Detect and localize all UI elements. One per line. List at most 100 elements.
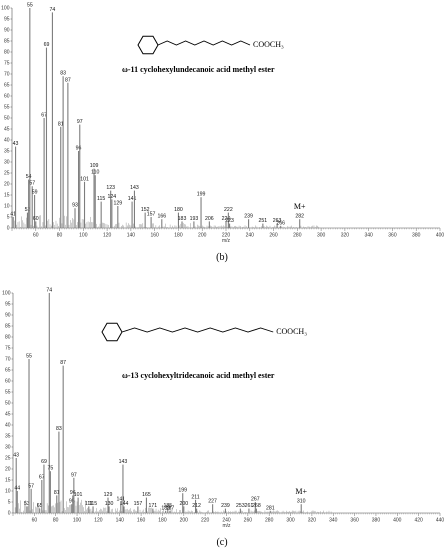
peak-label: 109 bbox=[90, 163, 99, 169]
y-tick-label: 15 bbox=[5, 478, 11, 484]
x-tick-label: 300 bbox=[317, 233, 326, 239]
y-tick-label: 20 bbox=[4, 182, 10, 188]
peak-label: 97 bbox=[71, 472, 77, 478]
peak-label: 57 bbox=[29, 181, 35, 187]
peak-label: 60 bbox=[33, 216, 39, 222]
peak-label: 183 bbox=[161, 505, 170, 511]
x-tick-label: 140 bbox=[127, 233, 136, 239]
y-tick-label: 5 bbox=[8, 500, 11, 506]
x-tick-label: 200 bbox=[180, 518, 189, 524]
peak-label: 95 bbox=[69, 499, 75, 505]
peak-label: 263 bbox=[273, 218, 282, 224]
peak-label: 43 bbox=[13, 453, 19, 459]
x-tick-label: 220 bbox=[222, 233, 231, 239]
y-tick-label: 75 bbox=[5, 346, 11, 352]
x-tick-label: 400 bbox=[436, 233, 444, 239]
peak-label: 124 bbox=[108, 194, 117, 200]
x-tick-label: 400 bbox=[393, 518, 402, 524]
peak-label: 251 bbox=[259, 218, 268, 224]
y-tick-label: 40 bbox=[4, 138, 10, 144]
y-tick-label: 30 bbox=[4, 160, 10, 166]
y-tick-label: 80 bbox=[4, 50, 10, 56]
peak-label: 211 bbox=[191, 494, 199, 500]
peak-label: 199 bbox=[197, 192, 206, 198]
y-tick-label: 85 bbox=[5, 324, 11, 330]
x-tick-label: 220 bbox=[201, 518, 210, 524]
x-tick-label: 360 bbox=[388, 233, 397, 239]
peak-label: 200 bbox=[179, 501, 188, 507]
peak-label: 44 bbox=[14, 486, 20, 492]
x-tick-label: 300 bbox=[286, 518, 295, 524]
y-tick-label: 55 bbox=[4, 105, 10, 111]
y-tick-label: 90 bbox=[4, 28, 10, 34]
y-tick-label: 10 bbox=[4, 204, 10, 210]
peak-label: 261 bbox=[245, 503, 254, 509]
x-axis-label: m/z bbox=[222, 523, 231, 529]
peak-label: 227 bbox=[208, 499, 217, 505]
y-tick-label: 85 bbox=[4, 39, 10, 45]
peak-label: 222 bbox=[224, 207, 233, 213]
x-tick-label: 180 bbox=[174, 233, 183, 239]
peak-label: 152 bbox=[141, 207, 150, 213]
peak-label: 69 bbox=[44, 42, 50, 48]
peak-label: 101 bbox=[80, 176, 89, 182]
x-tick-label: 380 bbox=[412, 233, 421, 239]
chart-title: ω-13 cyclohexyltridecanoic acid methyl e… bbox=[122, 371, 275, 380]
x-tick-label: 60 bbox=[32, 518, 38, 524]
x-tick-label: 320 bbox=[308, 518, 317, 524]
peak-label: 157 bbox=[134, 501, 143, 507]
y-tick-label: 40 bbox=[5, 423, 11, 429]
peak-label: 129 bbox=[113, 201, 122, 207]
y-tick-label: 70 bbox=[5, 357, 11, 363]
peak-label: 185 bbox=[163, 503, 172, 509]
cyclohexane-ring bbox=[137, 35, 159, 55]
x-tick-label: 280 bbox=[293, 233, 302, 239]
peak-label: 65 bbox=[37, 503, 43, 509]
y-tick-label: 65 bbox=[4, 83, 10, 89]
y-tick-label: 100 bbox=[2, 291, 11, 297]
y-tick-label: 20 bbox=[5, 467, 11, 473]
peak-label: 87 bbox=[60, 360, 66, 366]
peak-label: 206 bbox=[205, 216, 214, 222]
peak-label: 183 bbox=[178, 216, 187, 222]
peak-label: 129 bbox=[104, 492, 113, 498]
peak-label: 67 bbox=[39, 475, 45, 481]
x-tick-label: 380 bbox=[372, 518, 381, 524]
x-tick-label: 200 bbox=[198, 233, 207, 239]
peak-label: 111 bbox=[85, 501, 93, 507]
y-tick-label: 50 bbox=[5, 401, 11, 407]
y-tick-label: 90 bbox=[5, 313, 11, 319]
y-tick-label: 95 bbox=[5, 302, 11, 308]
peak-label: 143 bbox=[130, 185, 139, 191]
y-tick-label: 80 bbox=[5, 335, 11, 341]
peak-label: 67 bbox=[41, 113, 47, 119]
peak-label: 55 bbox=[27, 3, 33, 9]
y-tick-label: 95 bbox=[4, 17, 10, 23]
peak-label: 157 bbox=[147, 212, 156, 218]
alkyl-chain bbox=[121, 327, 274, 333]
peak-label: 123 bbox=[106, 185, 115, 191]
molecular-ion-label: M+ bbox=[294, 202, 306, 211]
peak-label: 212 bbox=[192, 503, 201, 509]
y-tick-label: 35 bbox=[4, 149, 10, 155]
y-tick-label: 15 bbox=[4, 193, 10, 199]
panel-label: (c) bbox=[216, 537, 227, 548]
peak-label: 81 bbox=[58, 121, 64, 127]
formula-label: COOCH₃ bbox=[276, 327, 307, 336]
peak-label: 193 bbox=[190, 216, 199, 222]
peak-label: 115 bbox=[97, 196, 105, 202]
x-tick-label: 240 bbox=[246, 233, 255, 239]
peak-label: 268 bbox=[252, 503, 261, 509]
molecular-ion-label: M+ bbox=[295, 487, 307, 496]
y-tick-label: 55 bbox=[5, 390, 11, 396]
peak-label: 223 bbox=[225, 218, 234, 224]
x-tick-label: 120 bbox=[94, 518, 103, 524]
peak-label: 81 bbox=[54, 490, 60, 496]
y-tick-label: 65 bbox=[5, 368, 11, 374]
x-axis-label: m/z bbox=[222, 238, 231, 244]
peak-label: 281 bbox=[266, 505, 275, 511]
y-tick-label: 100 bbox=[1, 6, 10, 12]
x-tick-label: 420 bbox=[414, 518, 423, 524]
peak-label: 55 bbox=[26, 354, 32, 360]
